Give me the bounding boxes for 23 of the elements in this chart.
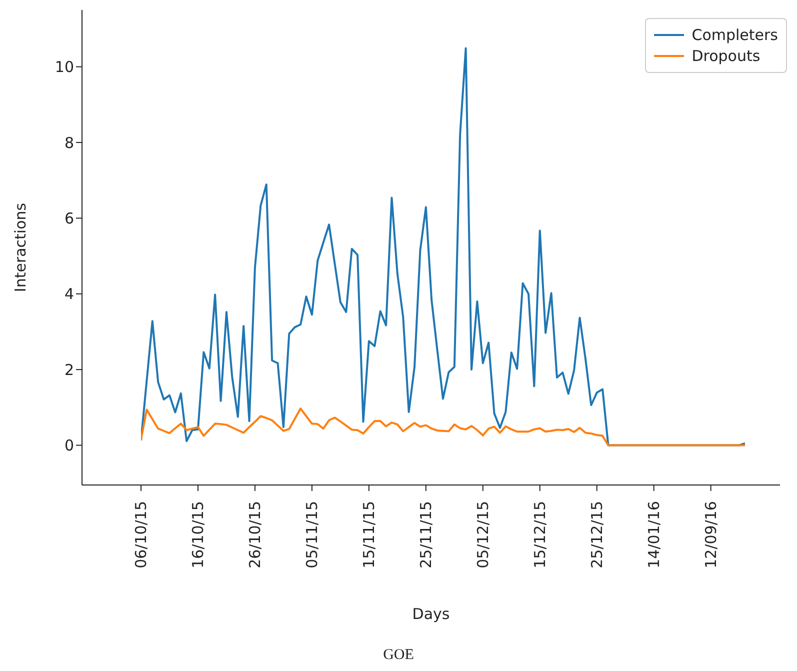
x-tick-label: 15/12/15	[530, 501, 549, 568]
x-tick-label: 26/10/15	[246, 501, 264, 568]
x-tick-label: 25/11/15	[416, 501, 435, 568]
legend-label: Dropouts	[692, 47, 760, 65]
x-tick-label: 06/10/15	[132, 501, 150, 568]
y-tick-label: 2	[64, 360, 74, 379]
x-axis-title: Days	[412, 605, 450, 623]
x-tick-label: 14/01/16	[644, 501, 663, 568]
x-tick-label: 12/09/16	[702, 501, 720, 568]
x-tick-label: 25/12/15	[588, 501, 606, 568]
text: GOE	[382, 647, 415, 664]
y-tick-label: 0	[64, 436, 74, 455]
x-tick-label: 16/10/15	[188, 501, 207, 568]
legend-label: Completers	[692, 26, 778, 44]
y-tick-label: 8	[64, 134, 74, 152]
x-tick-label: 15/11/15	[360, 501, 378, 568]
y-tick-label: 6	[64, 209, 74, 228]
y-tick-label: 10	[54, 58, 74, 76]
y-axis-title: Interactions	[11, 202, 30, 292]
y-tick-label: 4	[64, 285, 74, 304]
x-tick-label: 05/12/15	[474, 501, 492, 568]
line-series	[141, 408, 745, 446]
x-tick-label: 05/11/15	[302, 501, 321, 568]
